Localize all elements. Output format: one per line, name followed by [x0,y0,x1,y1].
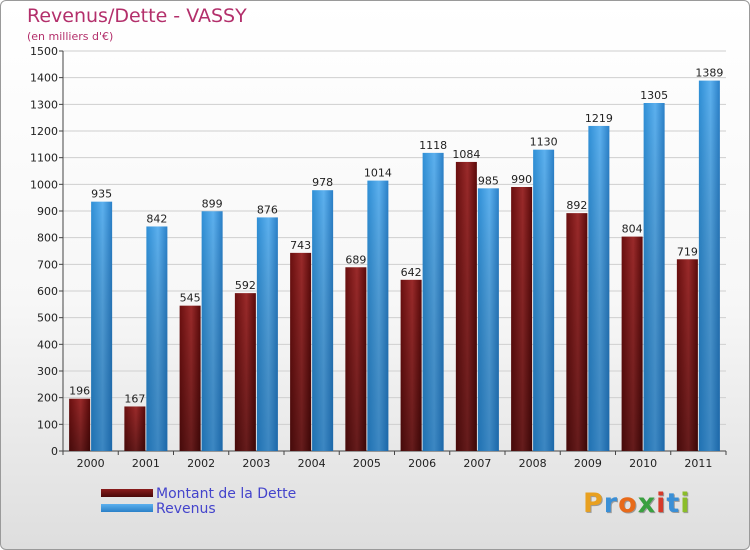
legend-label-revenus: Revenus [156,501,216,517]
bar-dette-shade [234,293,256,451]
bar-dette-shade [290,252,312,451]
x-tick-label: 2004 [298,457,326,470]
bar-dette-shade [69,398,91,451]
logo-letter: x [637,488,657,519]
y-tick-label: 300 [37,365,58,378]
x-tick-label: 2010 [629,457,657,470]
chart-subtitle: (en milliers d'€) [27,30,114,43]
bar-revenus-shade [367,180,389,451]
data-label-revenus: 899 [202,197,223,210]
x-tick-label: 2005 [353,457,381,470]
data-label-revenus: 935 [91,188,112,201]
y-tick-label: 1500 [30,45,58,58]
data-label-dette: 804 [622,223,643,236]
bar-dette-shade [179,305,201,451]
logo-letter: i [656,488,667,519]
data-label-revenus: 1389 [695,67,723,80]
data-label-dette: 1084 [452,148,480,161]
bar-revenus-shade [588,125,610,451]
y-tick-label: 0 [51,445,58,458]
axes: 0 100 200 300 400 500 600 700 800 900 1000 1100 1200… [30,45,727,470]
bar-dette-shade [566,213,588,451]
x-tick-label: 2011 [684,457,712,470]
y-tick-label: 1000 [30,178,58,191]
data-label-dette: 196 [69,385,90,398]
x-tick-label: 2003 [242,457,270,470]
data-label-dette: 743 [290,239,311,252]
y-tick-label: 800 [37,232,58,245]
y-tick-label: 700 [37,258,58,271]
bar-dette-shade [124,406,146,451]
data-label-revenus: 1219 [585,112,613,125]
logo-letter: r [603,488,619,519]
x-tick-label: 2009 [574,457,602,470]
bar-revenus-shade [422,152,444,451]
logo-letter: t [666,488,681,519]
x-tick-label: 2006 [408,457,436,470]
x-tick-label: 2008 [519,457,547,470]
y-tick-label: 900 [37,205,58,218]
logo-letter: o [618,488,638,519]
bar-dette-shade [676,259,698,451]
bar-dette-shade [400,279,422,451]
bar-revenus-shade [91,201,113,451]
bar-revenus-shade [146,226,168,451]
legend-swatch-revenus [101,504,153,512]
y-tick-label: 1200 [30,125,58,138]
data-label-dette: 545 [180,292,201,305]
bar-revenus-shade [477,188,499,452]
y-tick-label: 200 [37,392,58,405]
data-label-dette: 642 [401,266,422,279]
bar-dette-shade [511,187,533,451]
y-tick-label: 1400 [30,72,58,85]
data-label-revenus: 1118 [419,139,447,152]
bar-revenus-shade [312,190,334,451]
logo-letter: i [680,488,691,519]
chart-title: Revenus/Dette - VASSY [27,5,247,27]
data-label-dette: 689 [345,253,366,266]
x-tick-label: 2001 [132,457,160,470]
bars [69,80,720,452]
data-label-revenus: 1130 [530,136,558,149]
data-label-dette: 719 [677,245,698,258]
bar-revenus-shade [643,103,665,451]
data-label-revenus: 978 [312,176,333,189]
y-tick-label: 400 [37,338,58,351]
logo-letter: P [583,488,604,519]
y-tick-label: 1100 [30,152,58,165]
bar-revenus-shade [533,149,555,451]
legend-label-dette: Montant de la Dette [156,486,297,502]
bar-dette-shade [621,236,643,451]
data-label-revenus: 1014 [364,167,392,180]
data-label-revenus: 985 [478,174,499,187]
data-label-revenus: 1305 [640,89,668,102]
data-label-revenus: 876 [257,203,278,216]
data-label-dette: 592 [235,279,256,292]
data-label-dette: 990 [511,173,532,186]
grid-lines [63,50,726,452]
bar-dette-shade [345,267,367,451]
x-tick-label: 2002 [187,457,215,470]
legend-swatch-dette [101,489,153,497]
bar-revenus-shade [201,211,223,451]
bar-dette-shade [455,161,477,451]
bar-revenus-shade [256,217,278,451]
data-labels: 196 935 167 842 545 899 592 876 743 978 689 1014 642… [69,67,723,406]
data-label-dette: 167 [124,392,145,405]
y-tick-label: 1300 [30,98,58,111]
x-tick-label: 2007 [463,457,491,470]
y-tick-label: 100 [37,418,58,431]
bar-revenus-shade [698,80,720,451]
data-label-dette: 892 [566,199,587,212]
data-label-revenus: 842 [146,212,167,225]
proxiti-logo: Proxiti [583,488,691,519]
y-tick-label: 600 [37,285,58,298]
y-tick-label: 500 [37,312,58,325]
x-tick-label: 2000 [77,457,105,470]
